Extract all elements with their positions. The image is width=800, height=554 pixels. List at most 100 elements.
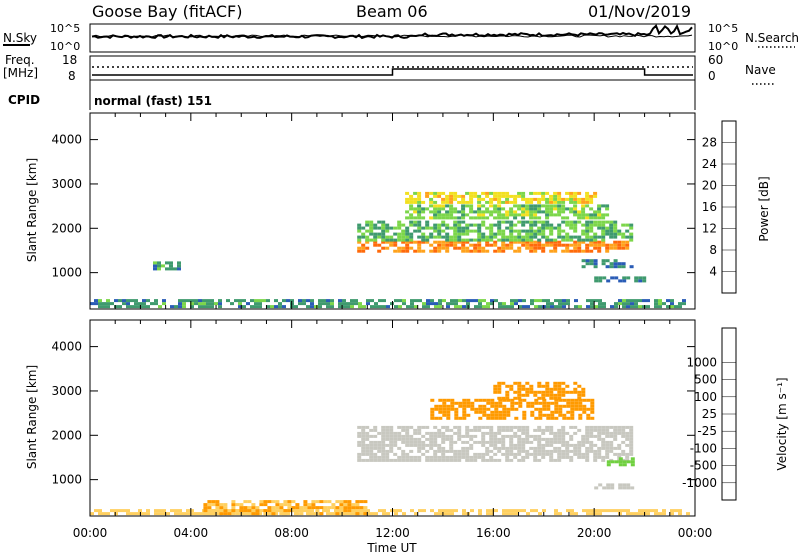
data-cell	[413, 440, 418, 444]
data-cell	[494, 413, 499, 417]
data-cell	[362, 509, 366, 513]
data-cell	[561, 243, 566, 247]
data-cell	[541, 396, 546, 400]
data-cell	[134, 299, 138, 303]
data-cell	[590, 398, 595, 402]
data-cell	[505, 213, 510, 217]
data-cell	[381, 452, 386, 456]
data-cell	[510, 299, 514, 303]
data-cell	[118, 305, 122, 309]
data-cell	[251, 506, 256, 510]
data-cell	[610, 509, 614, 513]
data-cell	[393, 238, 398, 242]
data-cell	[326, 302, 330, 306]
data-cell	[577, 191, 582, 195]
data-cell	[453, 226, 458, 230]
data-cell	[505, 396, 510, 400]
data-cell	[469, 428, 474, 432]
data-cell	[177, 261, 181, 265]
data-cell	[561, 443, 566, 447]
cpid-label: CPID	[8, 93, 40, 107]
data-cell	[601, 440, 606, 444]
data-cell	[461, 204, 466, 208]
data-cell	[211, 503, 216, 507]
data-cell	[529, 243, 534, 247]
data-cell	[617, 265, 622, 269]
data-cell	[533, 216, 538, 220]
data-cell	[373, 446, 378, 450]
data-cell	[670, 305, 674, 309]
data-cell	[401, 455, 406, 459]
data-cell	[549, 452, 554, 456]
data-cell	[389, 428, 394, 432]
data-cell	[461, 434, 466, 438]
data-cell	[453, 243, 458, 247]
data-cell	[486, 416, 491, 420]
data-cell	[418, 509, 422, 513]
data-cell	[469, 434, 474, 438]
data-cell	[493, 210, 498, 214]
data-cell	[477, 452, 482, 456]
data-cell	[258, 509, 262, 513]
data-cell	[465, 223, 470, 227]
data-cell	[513, 249, 518, 253]
data-cell	[613, 259, 618, 263]
data-cell	[98, 512, 102, 516]
data-cell	[433, 200, 438, 204]
data-cell	[417, 223, 422, 227]
data-cell	[557, 434, 562, 438]
data-cell	[537, 229, 542, 233]
data-cell	[369, 452, 374, 456]
data-cell	[377, 446, 382, 450]
data-cell	[465, 428, 470, 432]
data-cell	[247, 509, 252, 513]
data-cell	[621, 235, 626, 239]
data-cell	[541, 452, 546, 456]
data-cell	[465, 446, 470, 450]
data-cell	[617, 246, 622, 250]
data-cell	[358, 305, 362, 309]
data-cell	[538, 305, 542, 309]
data-cell	[365, 431, 370, 435]
data-cell	[382, 299, 386, 303]
data-cell	[589, 243, 594, 247]
data-cell	[554, 512, 558, 516]
data-cell	[529, 223, 534, 227]
data-cell	[513, 390, 518, 394]
data-cell	[610, 276, 615, 280]
data-cell	[582, 410, 587, 414]
data-cell	[658, 512, 662, 516]
data-cell	[365, 458, 370, 462]
data-cell	[553, 207, 558, 211]
data-cell	[207, 512, 212, 516]
data-cell	[497, 246, 502, 250]
data-cell	[514, 416, 519, 420]
data-cell	[433, 425, 438, 429]
data-cell	[465, 455, 470, 459]
data-cell	[373, 240, 378, 244]
data-cell	[373, 458, 378, 462]
data-cell	[638, 276, 643, 280]
data-cell	[489, 213, 494, 217]
data-cell	[417, 216, 422, 220]
data-cell	[218, 302, 222, 306]
data-cell	[402, 302, 406, 306]
data-cell	[477, 204, 482, 208]
data-cell	[453, 207, 458, 211]
data-cell	[569, 455, 574, 459]
data-cell	[442, 512, 446, 516]
data-cell	[557, 194, 562, 198]
y-tick-label: 2000	[51, 428, 82, 442]
data-cell	[206, 509, 210, 513]
data-cell	[538, 410, 543, 414]
data-cell	[546, 413, 551, 417]
velocity-x-ticks	[89, 320, 696, 516]
data-cell	[481, 191, 486, 195]
data-cell	[497, 216, 502, 220]
data-cell	[182, 512, 186, 516]
data-cell	[445, 194, 450, 198]
data-cell	[481, 213, 486, 217]
data-cell	[525, 434, 530, 438]
data-cell	[331, 503, 336, 507]
